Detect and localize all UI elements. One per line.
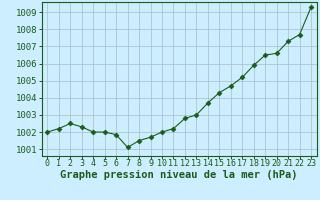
X-axis label: Graphe pression niveau de la mer (hPa): Graphe pression niveau de la mer (hPa) — [60, 170, 298, 180]
